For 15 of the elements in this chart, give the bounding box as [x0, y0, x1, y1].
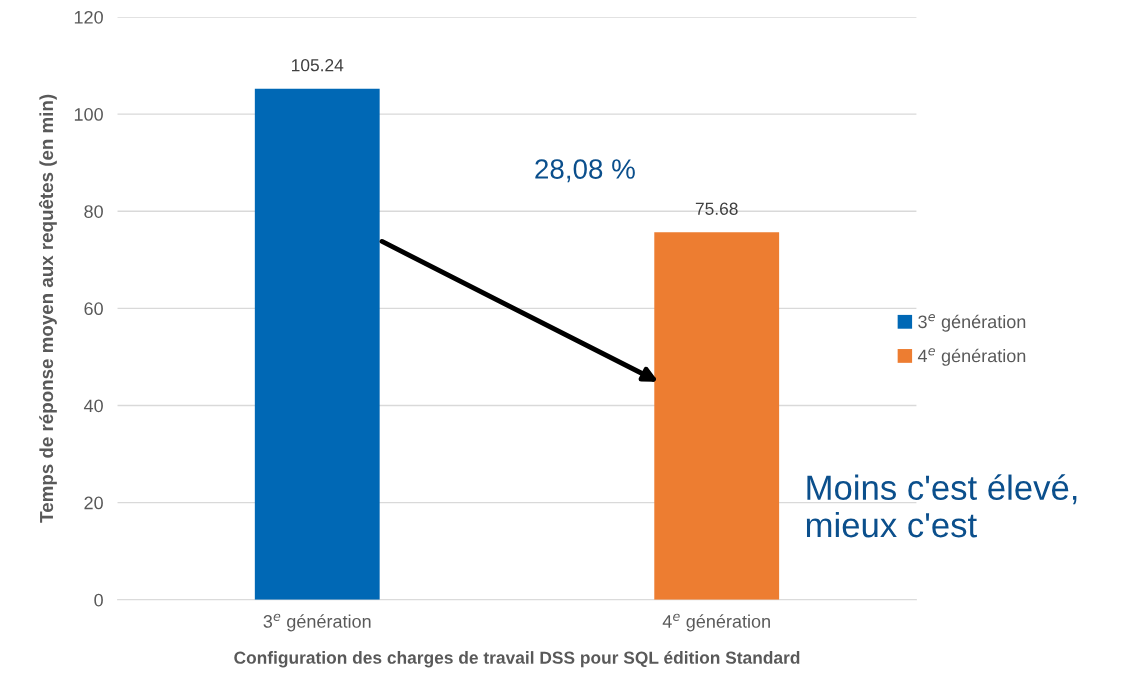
data-label: 75.68	[695, 202, 738, 215]
legend-label: 3$^{e}$ génération	[918, 314, 1026, 332]
y-tick-label: 120	[74, 10, 103, 24]
data-label: 105.24	[292, 59, 344, 72]
x-axis-title: Configuration des charges de travail DSS pour SQL édition Standard	[234, 650, 800, 668]
y-tick-label: 40	[83, 399, 103, 413]
legend-label: 4$^{e}$ génération	[917, 348, 1026, 366]
y-axis-title: Temps de réponse moyen aux requêtes (en min)	[38, 94, 57, 523]
y-tick-label: 60	[84, 302, 103, 316]
y-tick-label: 0	[94, 593, 103, 607]
y-tick-label: 80	[84, 205, 103, 218]
y-tick-label: 100	[74, 108, 103, 121]
y-tick-label: 20	[84, 496, 103, 510]
annotation: 28,08 %	[535, 159, 635, 183]
annotation: Moins c'est élevé, mieux c'est	[806, 474, 1077, 538]
